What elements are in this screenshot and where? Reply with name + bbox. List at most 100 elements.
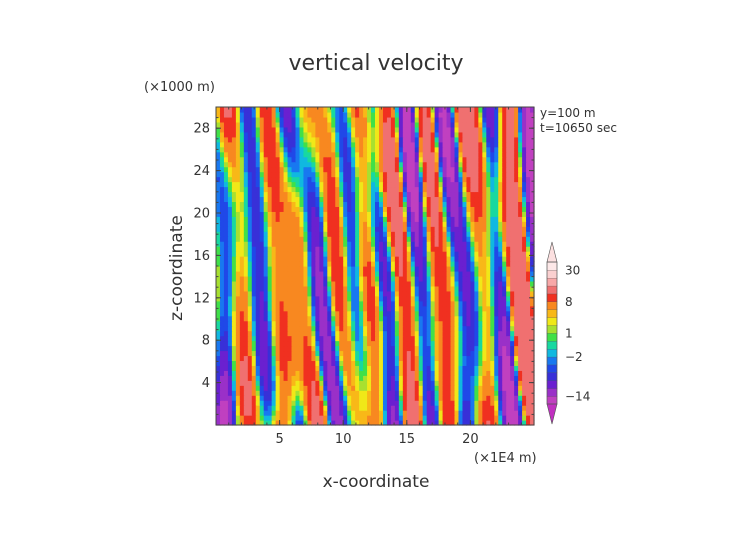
heatmap-cell: [450, 176, 456, 183]
heatmap-cell: [279, 151, 285, 158]
heatmap-cell: [271, 295, 277, 302]
heatmap-cell: [514, 151, 519, 158]
heatmap-cell: [462, 420, 468, 426]
heatmap-cell: [394, 181, 400, 188]
heatmap-cell: [251, 251, 257, 257]
heatmap-cell: [514, 310, 519, 317]
heatmap-cell: [434, 415, 440, 421]
heatmap-cell: [251, 340, 257, 347]
heatmap-cell: [414, 300, 420, 307]
heatmap-cell: [335, 420, 340, 426]
heatmap-cell: [462, 365, 468, 371]
heatmap-cell: [406, 226, 412, 232]
heatmap-cell: [454, 270, 460, 277]
heatmap-cell: [295, 156, 301, 163]
heatmap-cell: [506, 236, 511, 242]
heatmap-cell: [315, 285, 320, 292]
heatmap-cell: [518, 365, 523, 371]
heatmap-cell: [267, 300, 273, 307]
heatmap-cell: [378, 355, 384, 362]
heatmap-cell: [518, 285, 523, 292]
heatmap-cell: [434, 181, 440, 188]
heatmap-cell: [386, 410, 392, 416]
heatmap-cell: [394, 266, 400, 272]
heatmap-cell: [462, 201, 468, 207]
heatmap-cell: [216, 141, 221, 148]
heatmap-cell: [458, 370, 464, 376]
heatmap-cell: [426, 246, 432, 252]
heatmap-cell: [518, 266, 523, 272]
heatmap-cell: [319, 405, 324, 411]
heatmap-cell: [506, 146, 511, 153]
heatmap-cell: [474, 146, 479, 153]
heatmap-cell: [239, 156, 245, 163]
heatmap-cell: [299, 310, 305, 317]
heatmap-cell: [307, 111, 313, 118]
heatmap-cell: [299, 285, 305, 292]
heatmap-cell: [247, 310, 253, 317]
heatmap-cell: [470, 340, 475, 347]
heatmap-cell: [454, 335, 460, 342]
heatmap-cell: [478, 261, 483, 267]
heatmap-cell: [442, 405, 448, 411]
heatmap-cell: [367, 285, 372, 292]
heatmap-cell: [259, 201, 265, 207]
heatmap-cell: [339, 161, 344, 168]
heatmap-cell: [243, 131, 249, 138]
heatmap-cell: [255, 415, 261, 421]
heatmap-cell: [347, 191, 352, 198]
heatmap-cell: [291, 141, 297, 148]
heatmap-cell: [311, 300, 316, 307]
heatmap-cell: [315, 171, 320, 178]
heatmap-cell: [291, 420, 297, 426]
heatmap-cell: [498, 156, 503, 163]
heatmap-cell: [275, 131, 281, 138]
heatmap-cell: [259, 415, 265, 421]
heatmap-cell: [438, 360, 444, 366]
heatmap-cell: [490, 216, 495, 222]
heatmap-cell: [494, 236, 499, 242]
heatmap-cell: [466, 340, 472, 347]
heatmap-cell: [442, 221, 448, 227]
heatmap-cell: [514, 410, 519, 416]
heatmap-cell: [291, 156, 297, 163]
heatmap-cell: [386, 211, 392, 217]
heatmap-cell: [259, 270, 265, 277]
heatmap-cell: [251, 186, 257, 193]
heatmap-cell: [343, 256, 348, 262]
heatmap-cell: [438, 256, 444, 262]
heatmap-cell: [263, 116, 269, 123]
heatmap-cell: [518, 196, 523, 203]
heatmap-cell: [375, 161, 380, 168]
heatmap-cell: [359, 181, 364, 188]
heatmap-cell: [216, 196, 221, 203]
heatmap-cell: [335, 310, 340, 317]
heatmap-cell: [275, 360, 281, 366]
heatmap-cell: [235, 141, 241, 148]
heatmap-cell: [466, 211, 472, 217]
heatmap-cell: [466, 410, 472, 416]
heatmap-cell: [343, 201, 348, 207]
heatmap-cell: [510, 360, 515, 366]
heatmap-cell: [219, 161, 225, 168]
heatmap-cell: [367, 256, 372, 262]
heatmap-cell: [510, 400, 515, 406]
heatmap-cell: [227, 211, 233, 217]
heatmap-cell: [299, 216, 305, 222]
heatmap-cell: [279, 201, 285, 207]
heatmap-cell: [458, 201, 464, 207]
heatmap-cell: [486, 330, 491, 337]
heatmap-cell: [283, 126, 289, 133]
heatmap-cell: [486, 285, 491, 292]
heatmap-cell: [371, 415, 376, 421]
heatmap-cell: [287, 415, 293, 421]
heatmap-cell: [263, 340, 269, 347]
heatmap-cell: [275, 325, 281, 332]
heatmap-cell: [219, 280, 225, 287]
heatmap-cell: [239, 345, 245, 352]
heatmap-cell: [406, 216, 412, 222]
heatmap-cell: [283, 256, 289, 262]
heatmap-cell: [259, 385, 265, 391]
heatmap-cell: [426, 395, 432, 401]
heatmap-cell: [526, 330, 531, 337]
